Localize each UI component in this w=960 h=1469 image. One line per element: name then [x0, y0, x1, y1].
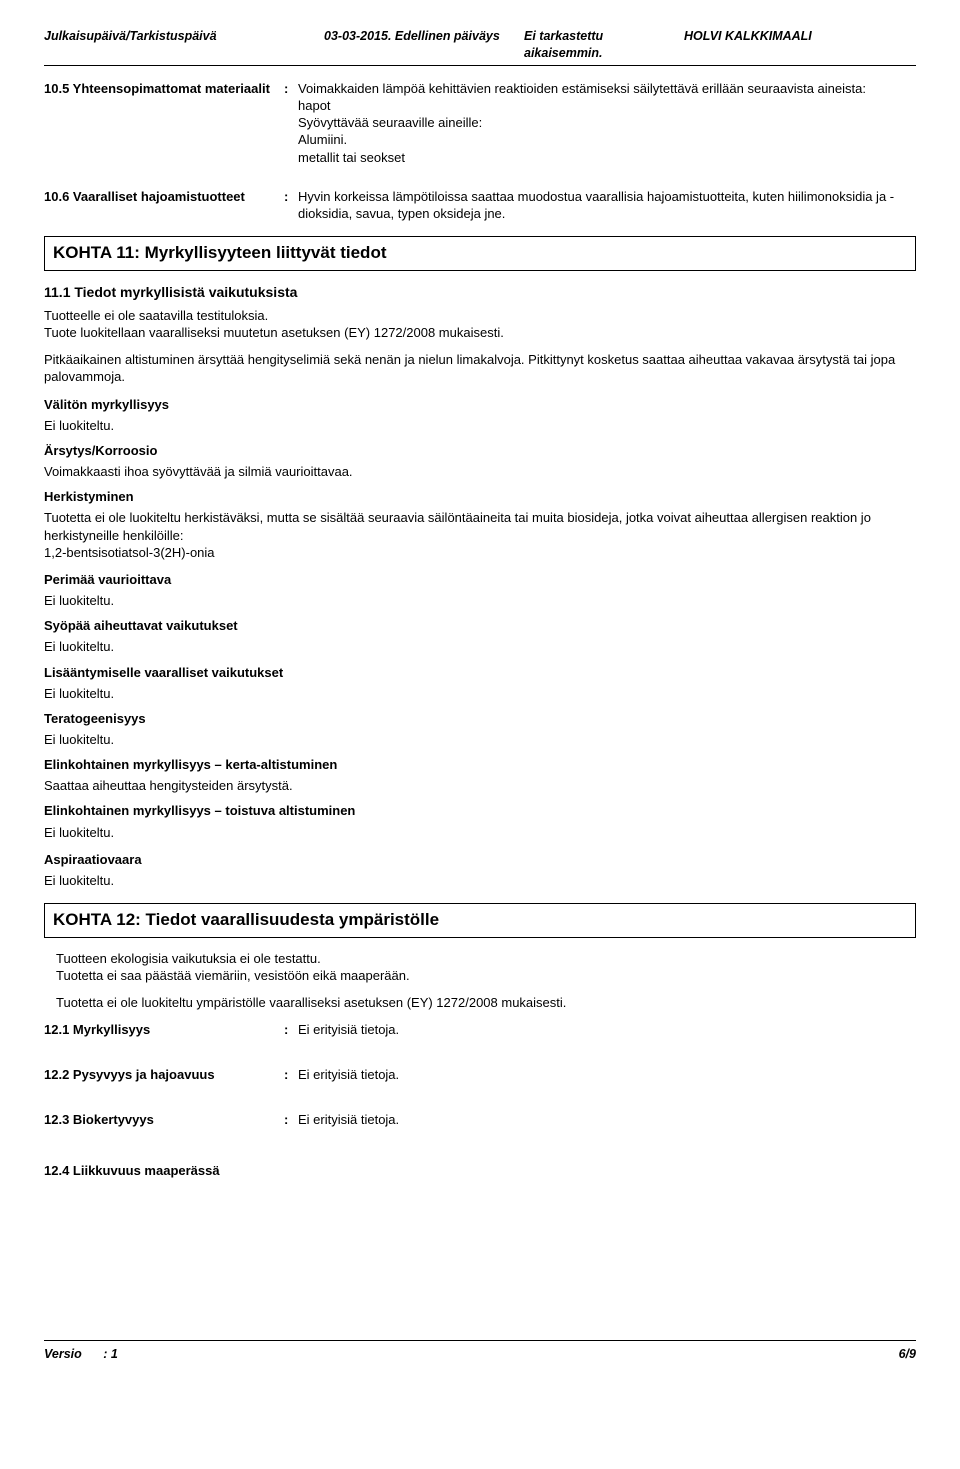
text-ei-luokiteltu-4: Ei luokiteltu.: [44, 685, 916, 702]
heading-elinkohtainen-toistuva: Elinkohtainen myrkyllisyys – toistuva al…: [44, 802, 916, 819]
section-11-p1: Tuotteelle ei ole saatavilla testituloks…: [44, 307, 916, 341]
item-12-3-value: Ei erityisiä tietoja.: [298, 1111, 916, 1128]
page-header: Julkaisupäivä/Tarkistuspäivä 03-03-2015.…: [44, 28, 916, 66]
page-footer: Versio : 1 6/9: [44, 1340, 916, 1363]
kv-colon: :: [284, 1066, 298, 1083]
header-label-date: Julkaisupäivä/Tarkistuspäivä: [44, 28, 324, 61]
footer-version-colon: :: [103, 1347, 111, 1361]
herkistyminen-p1: Tuotetta ei ole luokiteltu herkistäväksi…: [44, 509, 916, 543]
text-arsytys: Voimakkaasti ihoa syövyttävää ja silmiä …: [44, 463, 916, 480]
item-10-5-value: Voimakkaiden lämpöä kehittävien reaktioi…: [298, 80, 916, 166]
heading-aspiraatiovaara: Aspiraatiovaara: [44, 851, 916, 868]
section-12-intro-p2: Tuotetta ei saa päästää viemäriin, vesis…: [56, 967, 916, 984]
section-12-heading: KOHTA 12: Tiedot vaarallisuudesta ympäri…: [44, 903, 916, 937]
heading-arsytys-korroosio: Ärsytys/Korroosio: [44, 442, 916, 459]
heading-lisaantymiselle: Lisääntymiselle vaaralliset vaikutukset: [44, 664, 916, 681]
item-12-2-value: Ei erityisiä tietoja.: [298, 1066, 916, 1083]
section-12-intro-p3: Tuotetta ei ole luokiteltu ympäristölle …: [56, 994, 916, 1011]
header-previous-check-line1: Ei tarkastettu: [524, 28, 684, 45]
item-10-5-label: 10.5 Yhteensopimattomat materiaalit: [44, 80, 284, 166]
section-12-intro-p1: Tuotteen ekologisia vaikutuksia ei ole t…: [56, 950, 916, 967]
item-12-2: 12.2 Pysyvyys ja hajoavuus : Ei erityisi…: [44, 1066, 916, 1083]
text-ei-luokiteltu-6: Ei luokiteltu.: [44, 824, 916, 841]
item-10-5-line5: metallit tai seokset: [298, 149, 916, 166]
section-11-1-heading: 11.1 Tiedot myrkyllisistä vaikutuksista: [44, 283, 916, 301]
heading-elinkohtainen-kerta: Elinkohtainen myrkyllisyys – kerta-altis…: [44, 756, 916, 773]
item-12-3-label: 12.3 Biokertyvyys: [44, 1111, 284, 1128]
item-10-5-line2: hapot: [298, 97, 916, 114]
header-date-value: 03-03-2015. Edellinen päiväys: [324, 28, 524, 61]
text-ei-luokiteltu-7: Ei luokiteltu.: [44, 872, 916, 889]
item-10-5: 10.5 Yhteensopimattomat materiaalit : Vo…: [44, 80, 916, 166]
heading-perimaa: Perimää vaurioittava: [44, 571, 916, 588]
footer-version-value: 1: [111, 1347, 118, 1361]
item-10-5-line3: Syövyttävää seuraaville aineille:: [298, 114, 916, 131]
footer-version-label: Versio: [44, 1347, 82, 1361]
item-12-1-value: Ei erityisiä tietoja.: [298, 1021, 916, 1038]
section-11-p3: Pitkäaikainen altistuminen ärsyttää heng…: [44, 351, 916, 385]
item-12-4-label: 12.4 Liikkuvuus maaperässä: [44, 1162, 284, 1179]
section-11-p1a: Tuotteelle ei ole saatavilla testituloks…: [44, 307, 916, 324]
heading-teratogeenisyys: Teratogeenisyys: [44, 710, 916, 727]
text-ei-luokiteltu-3: Ei luokiteltu.: [44, 638, 916, 655]
item-10-5-line4: Alumiini.: [298, 131, 916, 148]
kv-colon: :: [284, 1111, 298, 1128]
item-12-2-label: 12.2 Pysyvyys ja hajoavuus: [44, 1066, 284, 1083]
herkistyminen-body: Tuotetta ei ole luokiteltu herkistäväksi…: [44, 509, 916, 560]
item-12-3: 12.3 Biokertyvyys : Ei erityisiä tietoja…: [44, 1111, 916, 1128]
item-12-1-label: 12.1 Myrkyllisyys: [44, 1021, 284, 1038]
header-product-name: HOLVI KALKKIMAALI: [684, 28, 916, 61]
text-ei-luokiteltu-2: Ei luokiteltu.: [44, 592, 916, 609]
item-12-1: 12.1 Myrkyllisyys : Ei erityisiä tietoja…: [44, 1021, 916, 1038]
item-12-4: 12.4 Liikkuvuus maaperässä: [44, 1162, 916, 1179]
header-previous-check-line2: aikaisemmin.: [524, 45, 684, 62]
item-10-6-label: 10.6 Vaaralliset hajoamistuotteet: [44, 188, 284, 222]
header-previous-check: Ei tarkastettu aikaisemmin.: [524, 28, 684, 61]
kv-colon: :: [284, 80, 298, 166]
section-11-heading: KOHTA 11: Myrkyllisyyteen liittyvät tied…: [44, 236, 916, 270]
text-elinkohtainen-kerta: Saattaa aiheuttaa hengitysteiden ärsytys…: [44, 777, 916, 794]
item-10-5-line1: Voimakkaiden lämpöä kehittävien reaktioi…: [298, 80, 916, 97]
item-10-6-value: Hyvin korkeissa lämpötiloissa saattaa mu…: [298, 188, 916, 222]
kv-colon: :: [284, 188, 298, 222]
footer-version: Versio : 1: [44, 1346, 899, 1363]
text-ei-luokiteltu-1: Ei luokiteltu.: [44, 417, 916, 434]
section-12-intro: Tuotteen ekologisia vaikutuksia ei ole t…: [56, 950, 916, 984]
heading-herkistyminen: Herkistyminen: [44, 488, 916, 505]
kv-colon: :: [284, 1021, 298, 1038]
herkistyminen-p2: 1,2-bentsisotiatsol-3(2H)-onia: [44, 544, 916, 561]
heading-valiton-myrkyllisyys: Välitön myrkyllisyys: [44, 396, 916, 413]
heading-syopaa: Syöpää aiheuttavat vaikutukset: [44, 617, 916, 634]
section-11-p1b: Tuote luokitellaan vaaralliseksi muutetu…: [44, 324, 916, 341]
text-ei-luokiteltu-5: Ei luokiteltu.: [44, 731, 916, 748]
footer-page-number: 6/9: [899, 1346, 916, 1363]
item-10-6: 10.6 Vaaralliset hajoamistuotteet : Hyvi…: [44, 188, 916, 222]
